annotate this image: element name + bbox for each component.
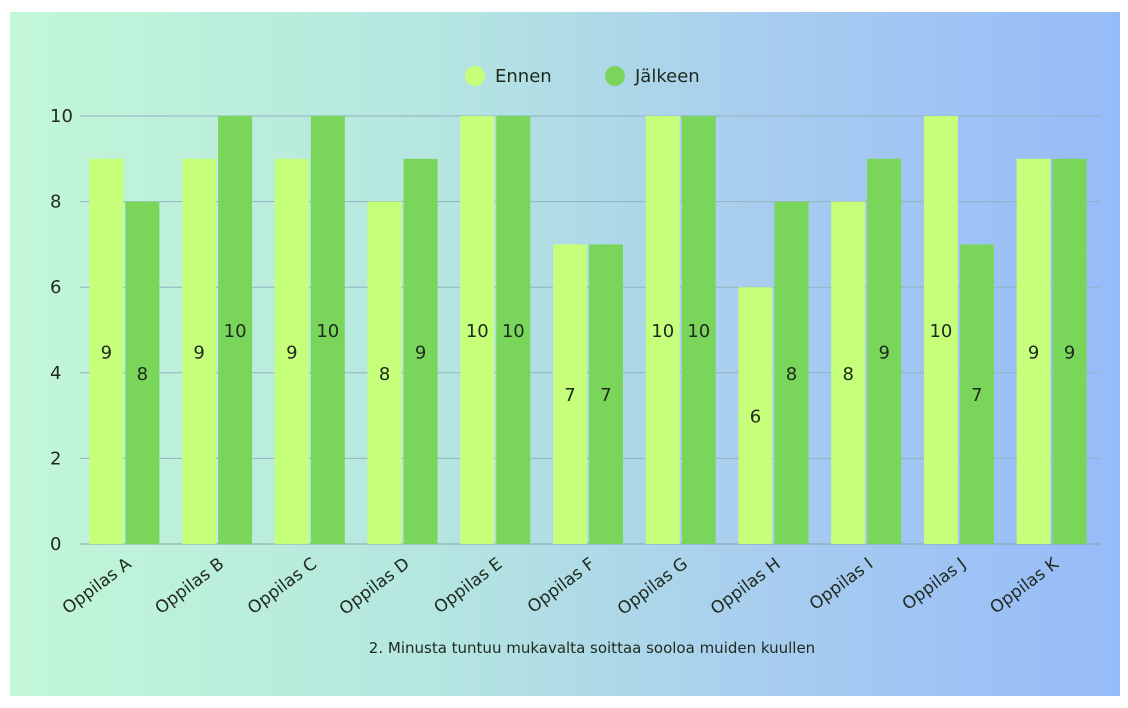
legend: Ennen Jälkeen [465, 66, 700, 87]
bar-value-label: 10 [502, 321, 525, 342]
y-tick-label: 2 [50, 448, 61, 469]
x-axis-title: 2. Minusta tuntuu mukavalta soittaa sool… [369, 639, 815, 657]
bar-value-label: 9 [193, 342, 204, 363]
y-tick-label: 8 [50, 192, 61, 213]
x-tick-label: Oppilas C [244, 554, 321, 619]
x-tick-label: Oppilas J [899, 554, 970, 615]
bar-value-label: 10 [651, 321, 674, 342]
bar-ennen [182, 158, 217, 545]
x-tick-label: Oppilas F [524, 554, 599, 617]
bar-value-label: 9 [286, 342, 297, 363]
x-tick-label: Oppilas I [806, 554, 877, 615]
bar-jalkeen [403, 158, 438, 545]
bar-value-label: 9 [1028, 342, 1039, 363]
bar-value-label: 7 [971, 385, 982, 406]
bar-ennen [274, 158, 309, 545]
legend-swatch [605, 66, 625, 86]
bars [89, 116, 1087, 545]
x-tick-label: Oppilas B [152, 554, 229, 619]
bar-value-label: 10 [224, 321, 247, 342]
bar-value-label: 9 [1064, 342, 1075, 363]
bar-value-label: 8 [786, 364, 797, 385]
legend-swatch [465, 66, 485, 86]
x-axis-ticks: Oppilas A Oppilas B Oppilas C Oppilas D Oppi… [59, 554, 1063, 620]
bar-jalkeen [774, 201, 809, 544]
bar-value-label: 9 [415, 342, 426, 363]
legend-label: Jälkeen [634, 66, 700, 87]
x-tick-label: Oppilas A [59, 554, 136, 619]
bar-jalkeen [589, 244, 623, 544]
bar-ennen [923, 116, 958, 544]
bar-ennen [553, 244, 587, 544]
bar-jalkeen [1052, 158, 1087, 545]
x-tick-label: Oppilas H [707, 554, 784, 619]
bar-jalkeen [959, 244, 994, 544]
bar-ennen [89, 158, 124, 545]
y-axis-ticks: 0 2 4 6 8 10 [50, 106, 73, 555]
chart-frame: 0 2 4 6 8 10 9 8 9 10 9 10 8 9 10 10 7 7 10 10 6 8 8 9 10 7 9 9 Op… [10, 12, 1120, 696]
bar-jalkeen [867, 158, 902, 545]
x-tick-label: Oppilas E [430, 554, 506, 618]
bar-ennen [645, 116, 680, 544]
bar-jalkeen [125, 201, 160, 544]
bar-value-label: 10 [929, 321, 952, 342]
bar-jalkeen [310, 116, 345, 544]
bar-ennen [367, 201, 402, 544]
bar-value-label: 7 [564, 385, 575, 406]
bar-value-label: 6 [750, 407, 761, 428]
y-tick-label: 4 [50, 363, 61, 384]
y-tick-label: 10 [50, 106, 73, 127]
bar-ennen [738, 287, 773, 544]
y-tick-label: 0 [50, 534, 61, 555]
bar-jalkeen [681, 116, 716, 544]
bar-value-label: 8 [379, 364, 390, 385]
legend-label: Ennen [495, 66, 552, 87]
bar-value-label: 10 [687, 321, 710, 342]
bar-ennen [831, 201, 866, 544]
bar-value-label: 8 [842, 364, 853, 385]
bar-value-label: 9 [878, 342, 889, 363]
bar-value-label: 9 [101, 342, 112, 363]
bar-value-label: 10 [466, 321, 489, 342]
bar-jalkeen [496, 116, 531, 544]
bar-jalkeen [218, 116, 253, 544]
bar-value-label: 8 [137, 364, 148, 385]
bar-ennen [1016, 158, 1051, 545]
x-tick-label: Oppilas K [987, 554, 1064, 619]
y-tick-label: 6 [50, 277, 61, 298]
x-tick-label: Oppilas D [336, 554, 414, 619]
x-tick-label: Oppilas G [614, 554, 692, 619]
bar-value-label: 7 [600, 385, 611, 406]
bar-ennen [460, 116, 495, 544]
bar-value-label: 10 [316, 321, 339, 342]
bar-chart: 0 2 4 6 8 10 9 8 9 10 9 10 8 9 10 10 7 7 10 10 6 8 8 9 10 7 9 9 Op… [50, 66, 1100, 657]
bar-value-labels: 9 8 9 10 9 10 8 9 10 10 7 7 10 10 6 8 8 9 10 7 9 9 [101, 321, 1076, 428]
